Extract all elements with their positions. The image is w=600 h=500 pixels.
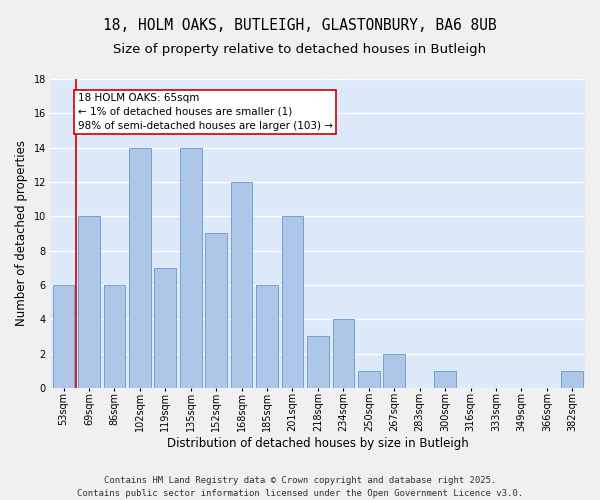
Bar bbox=[180, 148, 202, 388]
X-axis label: Distribution of detached houses by size in Butleigh: Distribution of detached houses by size … bbox=[167, 437, 469, 450]
Text: 18 HOLM OAKS: 65sqm
← 1% of detached houses are smaller (1)
98% of semi-detached: 18 HOLM OAKS: 65sqm ← 1% of detached hou… bbox=[77, 92, 332, 130]
Bar bbox=[231, 182, 253, 388]
Bar bbox=[434, 370, 456, 388]
Bar bbox=[53, 285, 74, 388]
Bar bbox=[562, 370, 583, 388]
Bar bbox=[154, 268, 176, 388]
Bar bbox=[358, 370, 380, 388]
Text: Contains HM Land Registry data © Crown copyright and database right 2025.
Contai: Contains HM Land Registry data © Crown c… bbox=[77, 476, 523, 498]
Bar bbox=[129, 148, 151, 388]
Bar bbox=[383, 354, 405, 388]
Bar bbox=[307, 336, 329, 388]
Bar bbox=[104, 285, 125, 388]
Text: 18, HOLM OAKS, BUTLEIGH, GLASTONBURY, BA6 8UB: 18, HOLM OAKS, BUTLEIGH, GLASTONBURY, BA… bbox=[103, 18, 497, 32]
Bar bbox=[281, 216, 303, 388]
Bar bbox=[78, 216, 100, 388]
Text: Size of property relative to detached houses in Butleigh: Size of property relative to detached ho… bbox=[113, 42, 487, 56]
Bar bbox=[256, 285, 278, 388]
Bar bbox=[332, 320, 354, 388]
Bar bbox=[205, 234, 227, 388]
Y-axis label: Number of detached properties: Number of detached properties bbox=[15, 140, 28, 326]
